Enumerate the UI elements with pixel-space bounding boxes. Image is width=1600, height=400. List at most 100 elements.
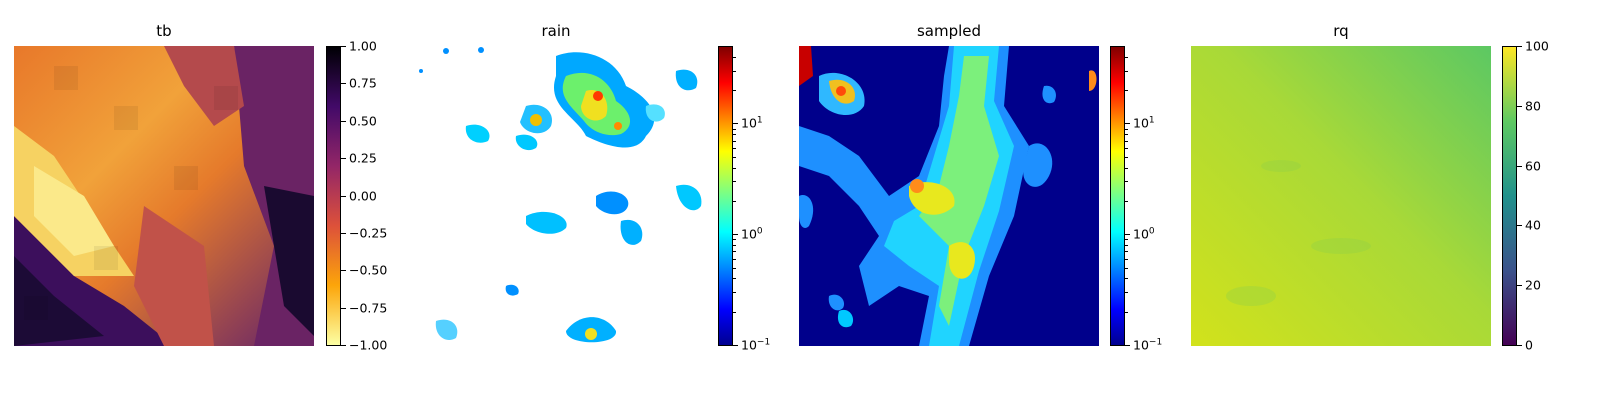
tick-text: 20 [1525, 277, 1541, 293]
colorbar-tick-label-tb: 0.75 [349, 76, 377, 91]
colorbar-minor-tick-sampled [1125, 134, 1128, 136]
tick-exponent: 1 [756, 115, 763, 126]
colorbar-tick-label-rain: 101 [741, 116, 763, 131]
panel-title-tb: tb [156, 22, 172, 40]
sampled-field [799, 46, 1097, 346]
colorbar-tick-label-tb: 0.00 [349, 188, 377, 203]
colorbar-minor-tick-rain [733, 311, 736, 313]
colorbar-minor-tick-rain [733, 134, 736, 136]
tick-text: 0.00 [349, 188, 377, 203]
colorbar-tick-label-tb: 1.00 [349, 39, 377, 54]
heatmap-sampled [799, 46, 1099, 346]
colorbar-minor-tick-sampled [1125, 244, 1128, 246]
colorbar-minor-tick-sampled [1125, 56, 1128, 58]
colorbar-minor-tick-rain [733, 90, 736, 92]
colorbar-minor-tick-sampled [1125, 278, 1128, 280]
colorbar-tick-label-sampled: 100 [1133, 227, 1155, 242]
tick-text: 0.25 [349, 150, 377, 166]
colorbar-axis-tb: 1.00 0.75 0.50 0.25 0.00 −0.25 −0.50 −0.75 −1.00 [341, 39, 411, 353]
tb-pixel-blocks [24, 66, 238, 320]
colorbar-tick-rq [1517, 105, 1522, 107]
colorbar-tick-label-rq: 80 [1525, 98, 1541, 113]
colorbar-axis-rq: 100 80 60 40 20 0 [1517, 39, 1587, 353]
colorbar-minor-tick-rain [733, 244, 736, 246]
colorbar-tick-rq [1517, 165, 1522, 167]
colorbar-minor-tick-rain [733, 292, 736, 294]
colorbar-minor-tick-sampled [1125, 128, 1128, 130]
heatmap-rain [406, 46, 706, 346]
tick-text: 100 [1525, 38, 1549, 54]
colorbar-tick-tb [341, 270, 346, 272]
colorbar-tick-rq [1517, 46, 1522, 47]
colorbar-tick-label-tb: 0.50 [349, 113, 377, 128]
colorbar-minor-tick-sampled [1125, 239, 1128, 241]
colorbar-tick-label-rq: 100 [1525, 39, 1549, 54]
colorbar-tick-tb [341, 120, 346, 122]
tick-exponent: −1 [1148, 337, 1163, 348]
colorbar-minor-tick-rain [733, 140, 736, 142]
colorbar-minor-tick-rain [733, 267, 736, 269]
tick-text: 10 [741, 116, 757, 131]
tick-exponent: −1 [756, 337, 771, 348]
colorbar-tb [326, 46, 341, 346]
colorbar-tick-rq [1517, 345, 1522, 346]
tick-exponent: 0 [1148, 226, 1155, 237]
colorbar-tick-rq [1517, 225, 1522, 227]
colorbar-rain [718, 46, 733, 346]
colorbar-tick-rain [733, 123, 738, 125]
colorbar-minor-tick-rain [733, 167, 736, 169]
colorbar-minor-tick-sampled [1125, 167, 1128, 169]
tick-text: 40 [1525, 217, 1541, 233]
rain-cells [419, 47, 702, 343]
colorbar-tick-label-sampled: 101 [1133, 116, 1155, 131]
colorbar-rq [1502, 46, 1517, 346]
colorbar-minor-tick-rain [733, 258, 736, 260]
tick-text: 10 [1133, 116, 1149, 131]
colorbar-minor-tick-rain [733, 156, 736, 158]
tick-text: 10 [741, 337, 757, 353]
colorbar-minor-tick-rain [733, 148, 736, 149]
colorbar-minor-tick-sampled [1125, 140, 1128, 142]
colorbar-tick-tb [341, 83, 346, 85]
tick-text: −0.25 [349, 225, 388, 241]
colorbar-minor-tick-sampled [1125, 148, 1128, 149]
colorbar-tick-rain [733, 234, 738, 236]
colorbar-axis-sampled: 101 100 10−1 [1125, 46, 1195, 353]
colorbar-tick-label-tb: −1.00 [349, 338, 387, 353]
panel-title-sampled: sampled [916, 22, 982, 40]
tick-text: −0.50 [349, 262, 388, 278]
colorbar-tick-label-tb: −0.25 [349, 225, 387, 240]
colorbar-tick-label-tb: −0.75 [349, 300, 387, 315]
colorbar-minor-tick-rain [733, 278, 736, 280]
tick-text: 0 [1525, 337, 1533, 353]
colorbar-tick-rq [1517, 285, 1522, 287]
colorbar-minor-tick-rain [733, 128, 736, 130]
colorbar-tick-tb [341, 195, 346, 197]
colorbar-tick-tb [341, 345, 346, 346]
colorbar-tick-rain [733, 345, 738, 346]
tick-text: −1.00 [349, 337, 388, 353]
tick-text: 80 [1525, 98, 1541, 114]
colorbar-minor-tick-sampled [1125, 311, 1128, 313]
colorbar-minor-tick-rain [733, 200, 736, 202]
colorbar-tick-tb [341, 158, 346, 160]
colorbar-minor-tick-rain [733, 181, 736, 183]
colorbar-sampled [1110, 46, 1125, 346]
heatmap-rq [1191, 46, 1491, 346]
colorbar-minor-tick-sampled [1125, 90, 1128, 92]
tick-exponent: 0 [756, 226, 763, 237]
tick-text: 10 [1133, 226, 1149, 242]
colorbar-tick-sampled [1125, 123, 1130, 125]
colorbar-tick-label-rq: 0 [1525, 338, 1533, 353]
tick-text: 1.00 [349, 38, 377, 54]
colorbar-tick-label-rq: 60 [1525, 158, 1541, 173]
panel-title-rain: rain [541, 22, 571, 40]
rq-texture [1226, 160, 1371, 306]
colorbar-minor-tick-rain [733, 56, 736, 58]
colorbar-tick-tb [341, 46, 346, 47]
colorbar-tick-sampled [1125, 234, 1130, 236]
colorbar-tick-label-rain: 100 [741, 227, 763, 242]
tick-text: 60 [1525, 158, 1541, 174]
colorbar-axis-rain: 101 100 10−1 [733, 46, 803, 353]
heatmap-tb [14, 46, 314, 346]
